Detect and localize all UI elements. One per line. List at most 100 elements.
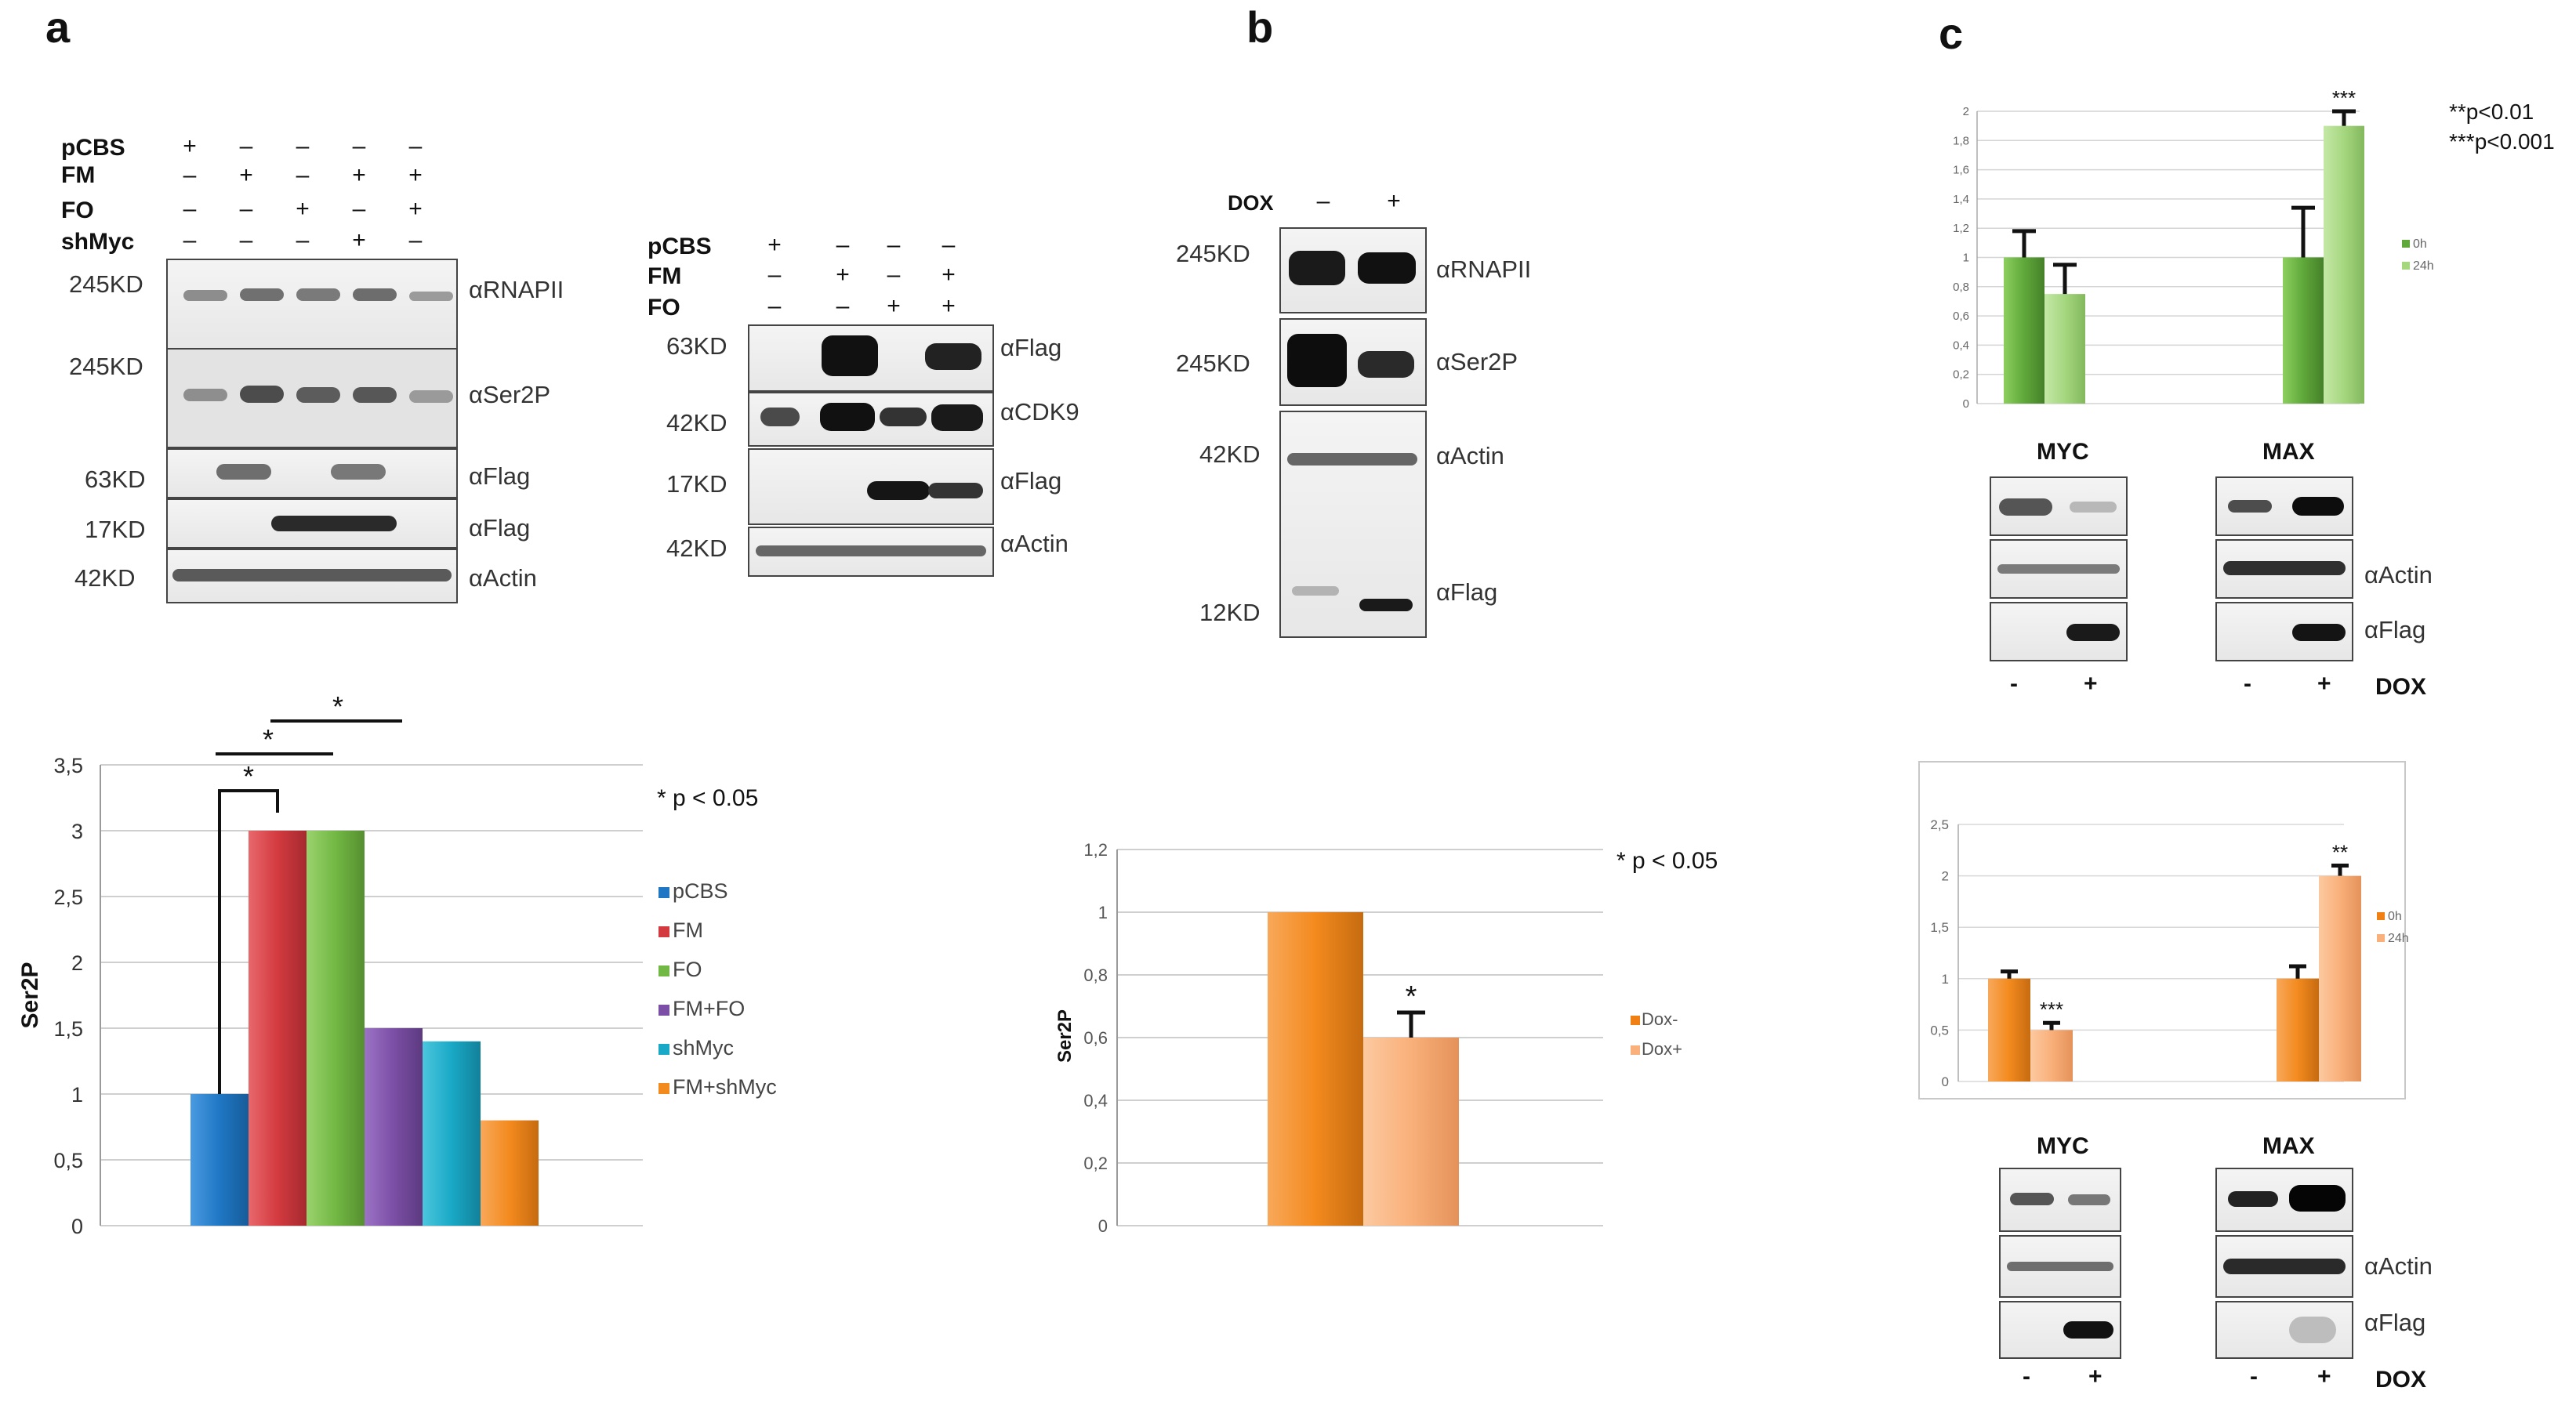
sign: – — [239, 227, 253, 253]
condition-label-pcbs: pCBS — [648, 234, 712, 259]
legend-label: Dox- — [1642, 1009, 1678, 1029]
y-tick-label: 1,6 — [1953, 164, 1969, 177]
y-tick-label: 0,4 — [1953, 339, 1969, 352]
bar-max-24h — [2324, 125, 2364, 404]
y-tick-label: 1,8 — [1953, 134, 1969, 147]
bar-fm-plus-shmyc — [481, 1120, 539, 1226]
p-value-note: * p < 0.05 — [657, 785, 758, 811]
sign: + — [183, 133, 197, 159]
y-tick-label: 0,6 — [1083, 1028, 1108, 1048]
y-tick-label: 0,4 — [1083, 1091, 1108, 1110]
significance-star: *** — [2040, 998, 2063, 1021]
sign: – — [836, 293, 850, 319]
legend-swatch — [659, 926, 669, 937]
bar-pcbs — [190, 1094, 249, 1226]
sign: – — [183, 227, 197, 253]
y-tick-label: 3 — [71, 820, 83, 843]
blot-strip — [1279, 411, 1427, 638]
condition-label-fm: FM — [61, 162, 96, 188]
y-tick-label: 1,5 — [53, 1017, 83, 1041]
antibody-label: αSer2P — [469, 381, 551, 408]
p-value-note: * p < 0.05 — [1616, 848, 1718, 874]
mw-marker: 245KD — [69, 270, 143, 298]
bar-dox- — [1268, 912, 1363, 1226]
y-tick-label: 2 — [1963, 105, 1969, 118]
legend-swatch — [659, 1083, 669, 1094]
y-tick-label: 0,2 — [1083, 1154, 1108, 1173]
sign: + — [352, 162, 366, 188]
blot-strip — [1999, 1301, 2121, 1359]
bar-shmyc — [423, 1041, 481, 1226]
y-tick-label: 0,5 — [53, 1149, 83, 1172]
legend-swatch — [2377, 912, 2385, 920]
legend-label: FM — [673, 918, 703, 942]
y-tick-label: 0,8 — [1083, 965, 1108, 985]
legend-swatch — [1631, 1016, 1640, 1025]
blot-strip — [2215, 602, 2353, 661]
sign: – — [1316, 188, 1330, 214]
antibody-label: αRNAPII — [469, 276, 564, 303]
p-value-note: **p<0.01 — [2449, 100, 2534, 124]
blot-strip — [2215, 1235, 2353, 1298]
condition-label-shmyc: shMyc — [61, 229, 135, 255]
sign: + — [1387, 188, 1401, 214]
sign: – — [296, 162, 310, 188]
blot-strip — [2215, 539, 2353, 599]
sign: + — [408, 162, 423, 188]
legend-label: 24h — [2413, 259, 2434, 273]
y-tick-label: 1 — [1963, 252, 1969, 265]
blot-title-myc: MYC — [2037, 439, 2089, 465]
legend-label: FO — [673, 958, 702, 981]
blot-strip — [1990, 602, 2128, 661]
y-tick-label: 0 — [1963, 397, 1969, 411]
antibody-label: αActin — [1000, 530, 1068, 557]
sign: – — [767, 262, 782, 288]
y-axis-label: Ser2P — [1054, 1009, 1076, 1063]
antibody-label: αSer2P — [1436, 348, 1518, 375]
sign: + — [352, 227, 366, 253]
legend-label: pCBS — [673, 879, 728, 903]
sign: + — [239, 162, 253, 188]
bar-fo — [307, 831, 365, 1226]
antibody-label: αFlag — [2364, 1309, 2426, 1336]
mw-marker: 245KD — [1176, 350, 1250, 377]
bar-max-0h — [2283, 257, 2324, 404]
sign: + — [942, 293, 956, 319]
significance-star: * — [1406, 980, 1417, 1013]
blot-title-max: MAX — [2262, 1133, 2315, 1159]
legend-swatch — [2377, 934, 2385, 942]
legend-label: FM+FO — [673, 997, 745, 1020]
panel-label-a: a — [45, 2, 71, 52]
antibody-label: αActin — [469, 564, 537, 592]
y-tick-label: 1,5 — [1930, 920, 1949, 935]
y-tick-label: 1 — [71, 1083, 83, 1107]
sign: – — [352, 196, 366, 222]
sign: – — [239, 196, 253, 222]
mw-marker: 12KD — [1199, 599, 1261, 626]
sign: - — [2010, 671, 2018, 697]
condition-label-fo: FO — [61, 197, 94, 223]
sign: + — [767, 232, 782, 258]
mw-marker: 245KD — [1176, 240, 1250, 267]
legend-label: 24h — [2388, 932, 2409, 945]
legend-swatch — [659, 1005, 669, 1016]
y-tick-label: 2,5 — [53, 886, 83, 909]
sign: + — [408, 196, 423, 222]
y-tick-label: 2,5 — [1930, 817, 1949, 832]
legend-swatch — [2402, 262, 2410, 270]
blot-strip — [166, 448, 458, 498]
sign: + — [2317, 671, 2331, 697]
blot-strip — [1990, 476, 2128, 536]
antibody-label: αFlag — [1000, 334, 1062, 361]
legend-swatch — [2402, 240, 2410, 248]
bar-fm-plus-fo — [365, 1028, 423, 1226]
significance-star: * — [243, 760, 254, 792]
sign: – — [767, 293, 782, 319]
sign: – — [296, 227, 310, 253]
y-tick-label: 1 — [1942, 972, 1949, 987]
mw-marker: 63KD — [85, 466, 146, 493]
y-tick-label: 0,2 — [1953, 368, 1969, 382]
legend-swatch — [659, 1044, 669, 1055]
y-tick-label: 0,6 — [1953, 310, 1969, 323]
